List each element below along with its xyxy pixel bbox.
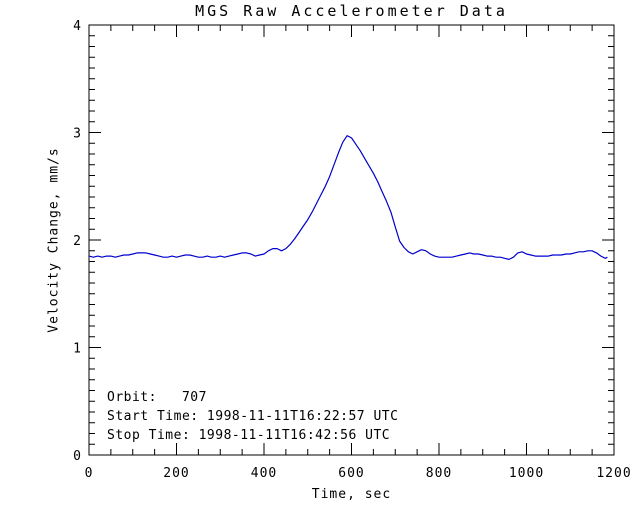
data-line — [88, 135, 608, 260]
annotation-block: Orbit: 707 Start Time: 1998-11-11T16:22:… — [107, 388, 398, 445]
y-axis-label: Velocity Change, mm/s — [46, 147, 62, 333]
chart-title: MGS Raw Accelerometer Data — [195, 2, 508, 20]
annotation-orbit: Orbit: 707 — [107, 390, 207, 405]
x-tick-label: 800 — [426, 466, 452, 481]
x-tick-label: 1200 — [596, 466, 631, 481]
y-tick-label: 0 — [73, 449, 82, 464]
x-axis-label: Time, sec — [311, 487, 392, 502]
x-tick-label: 400 — [251, 466, 277, 481]
x-tick-label: 1000 — [509, 466, 544, 481]
y-tick-label: 3 — [73, 127, 82, 142]
x-tick-label: 0 — [85, 466, 94, 481]
x-tick-label: 200 — [163, 466, 189, 481]
y-tick-label: 1 — [73, 342, 82, 357]
x-tick-label: 600 — [338, 466, 364, 481]
annotation-stop-time: Stop Time: 1998-11-11T16:42:56 UTC — [107, 428, 391, 443]
y-tick-label: 4 — [73, 19, 82, 34]
y-tick-label: 2 — [73, 234, 82, 249]
annotation-start-time: Start Time: 1998-11-11T16:22:57 UTC — [107, 409, 399, 424]
